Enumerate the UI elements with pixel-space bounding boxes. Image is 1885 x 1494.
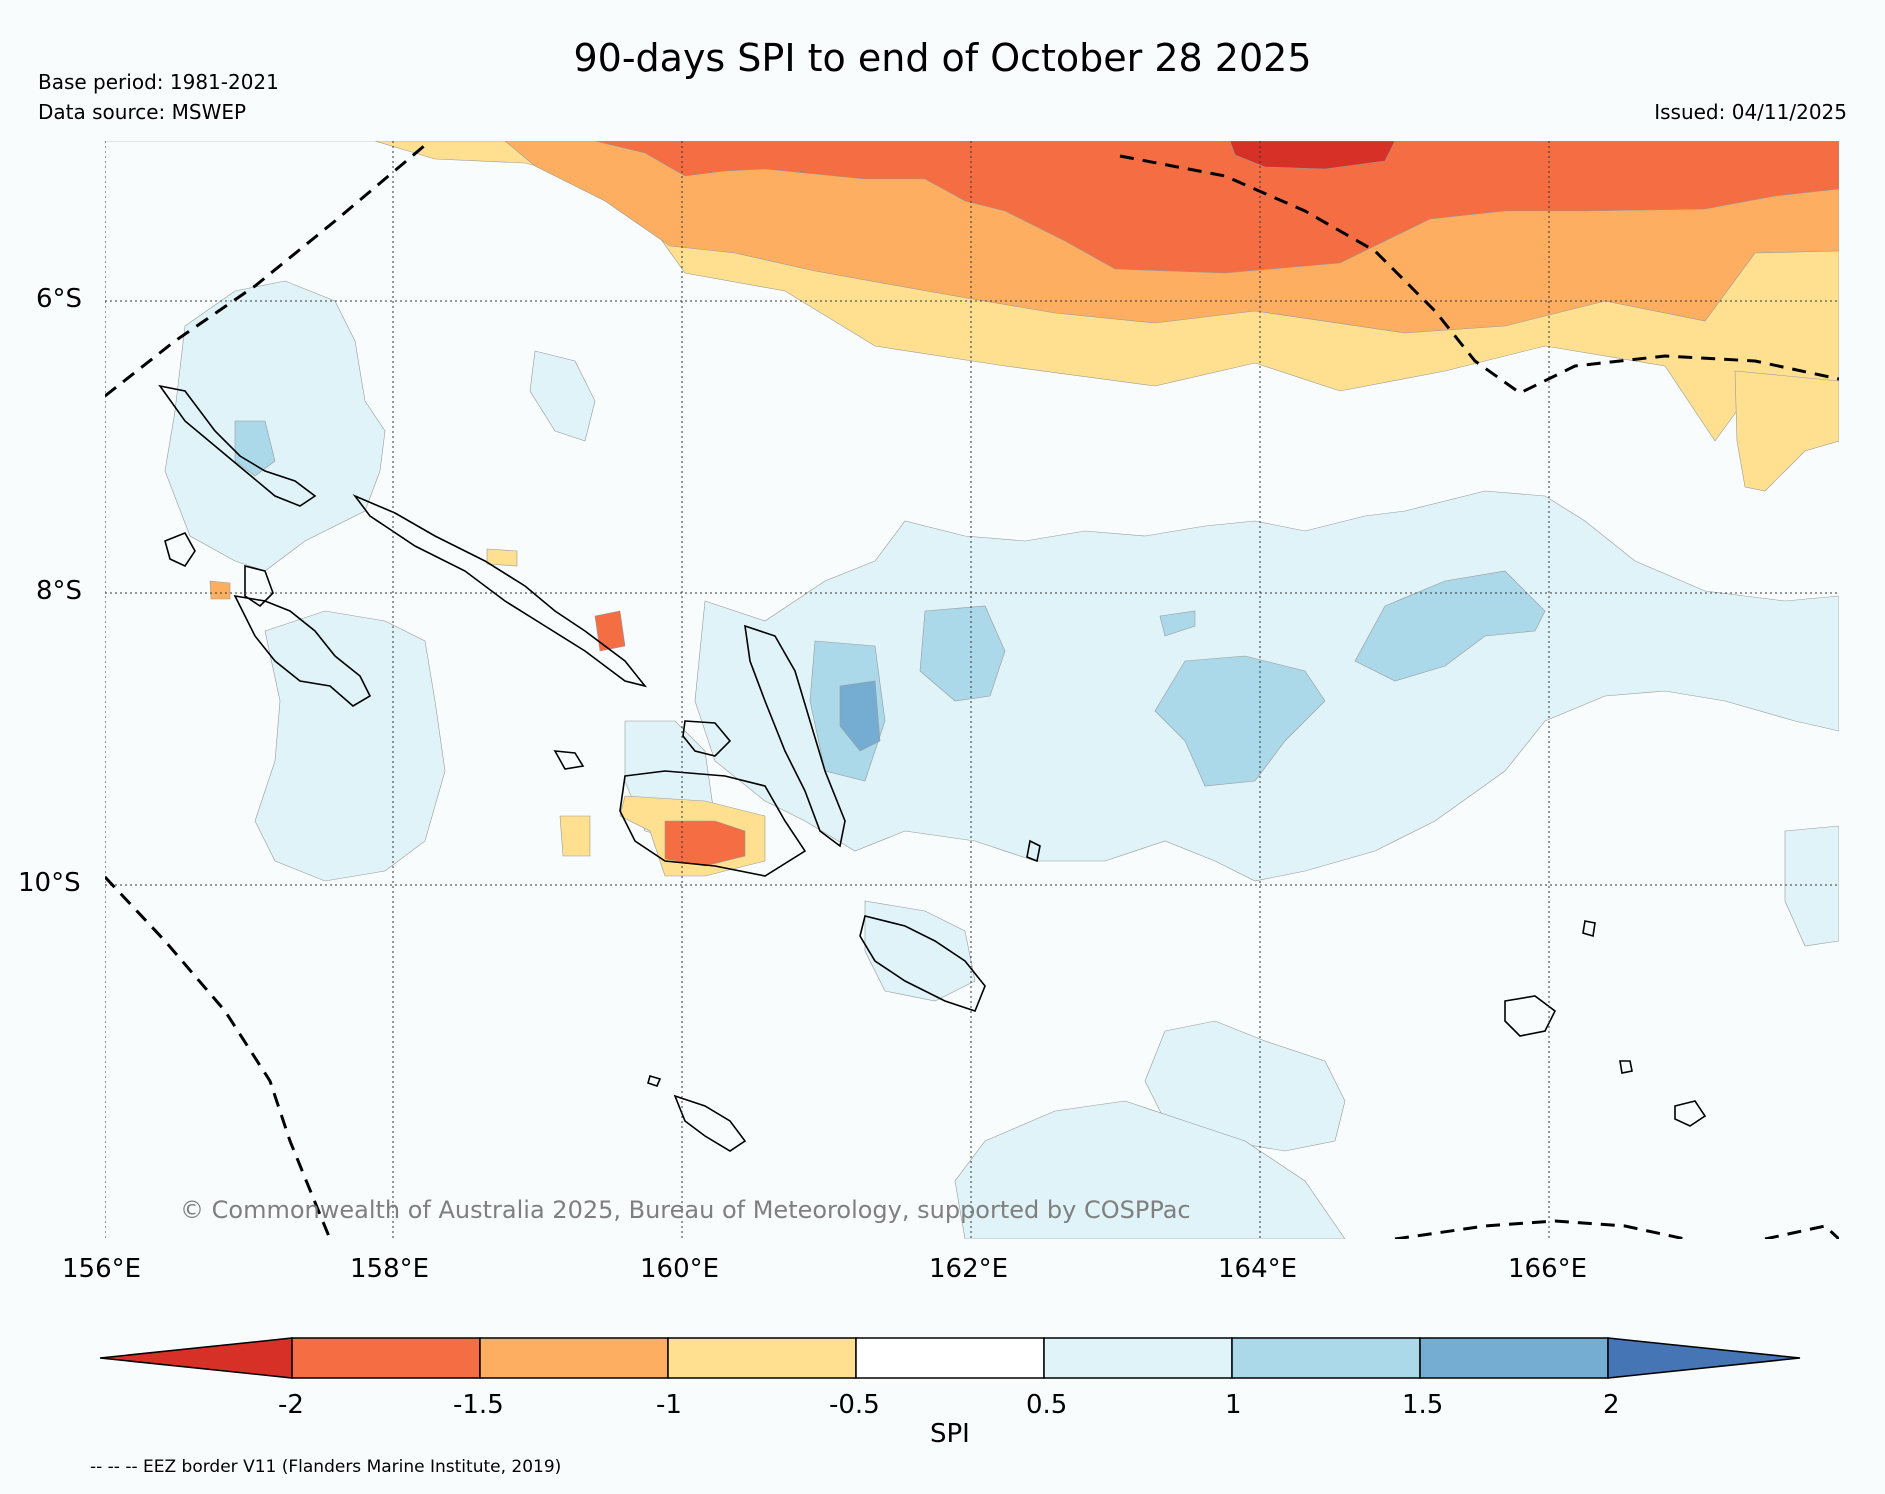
lon-label-164e: 164°E: [1218, 1254, 1298, 1284]
island-nendo: [1504, 995, 1557, 1037]
colorbar-segment-minus1.5-to-minus1: [479, 1337, 669, 1379]
lon-label-156e: 156°E: [62, 1254, 142, 1284]
colorbar-tick-label: 0.5: [1026, 1390, 1068, 1420]
wet-patch-north-small: [529, 350, 596, 442]
colorbar-tick-label: 2: [1603, 1390, 1620, 1420]
wet-moderate-west: [234, 420, 276, 477]
spi-map-canvas: [105, 141, 1839, 1239]
dry-patch-islands-b: [664, 820, 746, 867]
colorbar-tick-label: -2: [278, 1390, 304, 1420]
island-vella-lavella: [164, 531, 196, 568]
colorbar-axis-label: SPI: [930, 1419, 970, 1449]
wet-patch-lower-islands: [864, 900, 976, 1002]
spi-colorbar: [100, 1337, 1801, 1379]
wet-patch-sw: [254, 610, 446, 882]
colorbar-segment-below-minus2: [100, 1337, 293, 1379]
data-source-text: Data source: MSWEP: [38, 100, 247, 124]
eez-border-ne: [1119, 154, 1839, 395]
copyright-text: © Commonwealth of Australia 2025, Bureau…: [180, 1196, 1191, 1224]
lat-label-8s: 8°S: [36, 576, 83, 606]
island-malaita: [744, 624, 846, 848]
dry-patch-islands-c: [559, 815, 591, 857]
wet-moderate-center: [1154, 655, 1326, 787]
eez-border-nw: [105, 141, 431, 398]
dry-band-exceptional: [1229, 141, 1396, 170]
island-santa-isabel: [352, 494, 648, 688]
island-utupua: [1619, 1060, 1633, 1074]
island-makira: [859, 915, 986, 1012]
eez-border-sw: [105, 875, 332, 1239]
island-rennell: [673, 1094, 747, 1152]
island-bellona: [647, 1075, 662, 1087]
colorbar-segment-above-2: [1607, 1337, 1801, 1379]
colorbar-tick-label: 1.5: [1402, 1390, 1444, 1420]
wet-patch-east: [1784, 825, 1839, 947]
wet-patch-south: [1144, 1020, 1346, 1152]
colorbar-tick-label: -1: [656, 1390, 682, 1420]
base-period-text: Base period: 1981-2021: [38, 70, 279, 94]
colorbar-tick-label: -0.5: [829, 1390, 880, 1420]
lat-label-6s: 6°S: [36, 284, 83, 314]
colorbar-segment-1-to-1.5: [1231, 1337, 1421, 1379]
wet-moderate-small: [1159, 610, 1196, 637]
wet-moderate-mid: [919, 605, 1006, 702]
eez-legend-note: -- -- -- EEZ border V11 (Flanders Marine…: [90, 1457, 562, 1477]
colorbar-segment-minus2-to-minus1.5: [291, 1337, 481, 1379]
eez-border-se: [1394, 1219, 1686, 1239]
wet-severe-island: [839, 680, 881, 752]
island-small-c: [553, 750, 585, 770]
island-new-georgia: [233, 594, 372, 707]
colorbar-tick-label: -1.5: [453, 1390, 504, 1420]
lon-label-162e: 162°E: [929, 1254, 1009, 1284]
lat-label-10s: 10°S: [18, 868, 81, 898]
colorbar-segment-minus0.5-to-0.5: [855, 1337, 1045, 1379]
wet-patch-west: [164, 280, 386, 572]
island-small-a: [1582, 920, 1596, 938]
wet-moderate-east: [1354, 570, 1546, 682]
dry-patch-islands-e: [486, 548, 518, 567]
eez-border-far-se: [1764, 1224, 1839, 1239]
spi-map: [105, 141, 1839, 1239]
map-title: 90-days SPI to end of October 28 2025: [573, 36, 1312, 80]
colorbar-segment-1.5-to-2: [1419, 1337, 1609, 1379]
wet-patch-southwest: [954, 1100, 1346, 1239]
island-kolombangara: [244, 564, 274, 608]
island-small-b: [1026, 839, 1041, 863]
dry-patch-islands-f: [209, 580, 231, 600]
lon-label-166e: 166°E: [1508, 1254, 1588, 1284]
lon-label-160e: 160°E: [640, 1254, 720, 1284]
issued-date-text: Issued: 04/11/2025: [1654, 100, 1847, 124]
island-guadalcanal: [619, 770, 807, 877]
island-choiseul: [158, 384, 317, 507]
colorbar-segment-minus1-to-minus0.5: [667, 1337, 857, 1379]
lon-label-158e: 158°E: [350, 1254, 430, 1284]
dry-patch-ne: [1734, 370, 1839, 492]
colorbar-segment-0.5-to-1: [1043, 1337, 1233, 1379]
island-florida-group: [682, 720, 732, 757]
island-vanikoro: [1674, 1100, 1707, 1127]
dry-patch-islands-d: [594, 610, 626, 652]
dry-band-extreme: [594, 141, 1839, 274]
colorbar-tick-label: 1: [1225, 1390, 1242, 1420]
